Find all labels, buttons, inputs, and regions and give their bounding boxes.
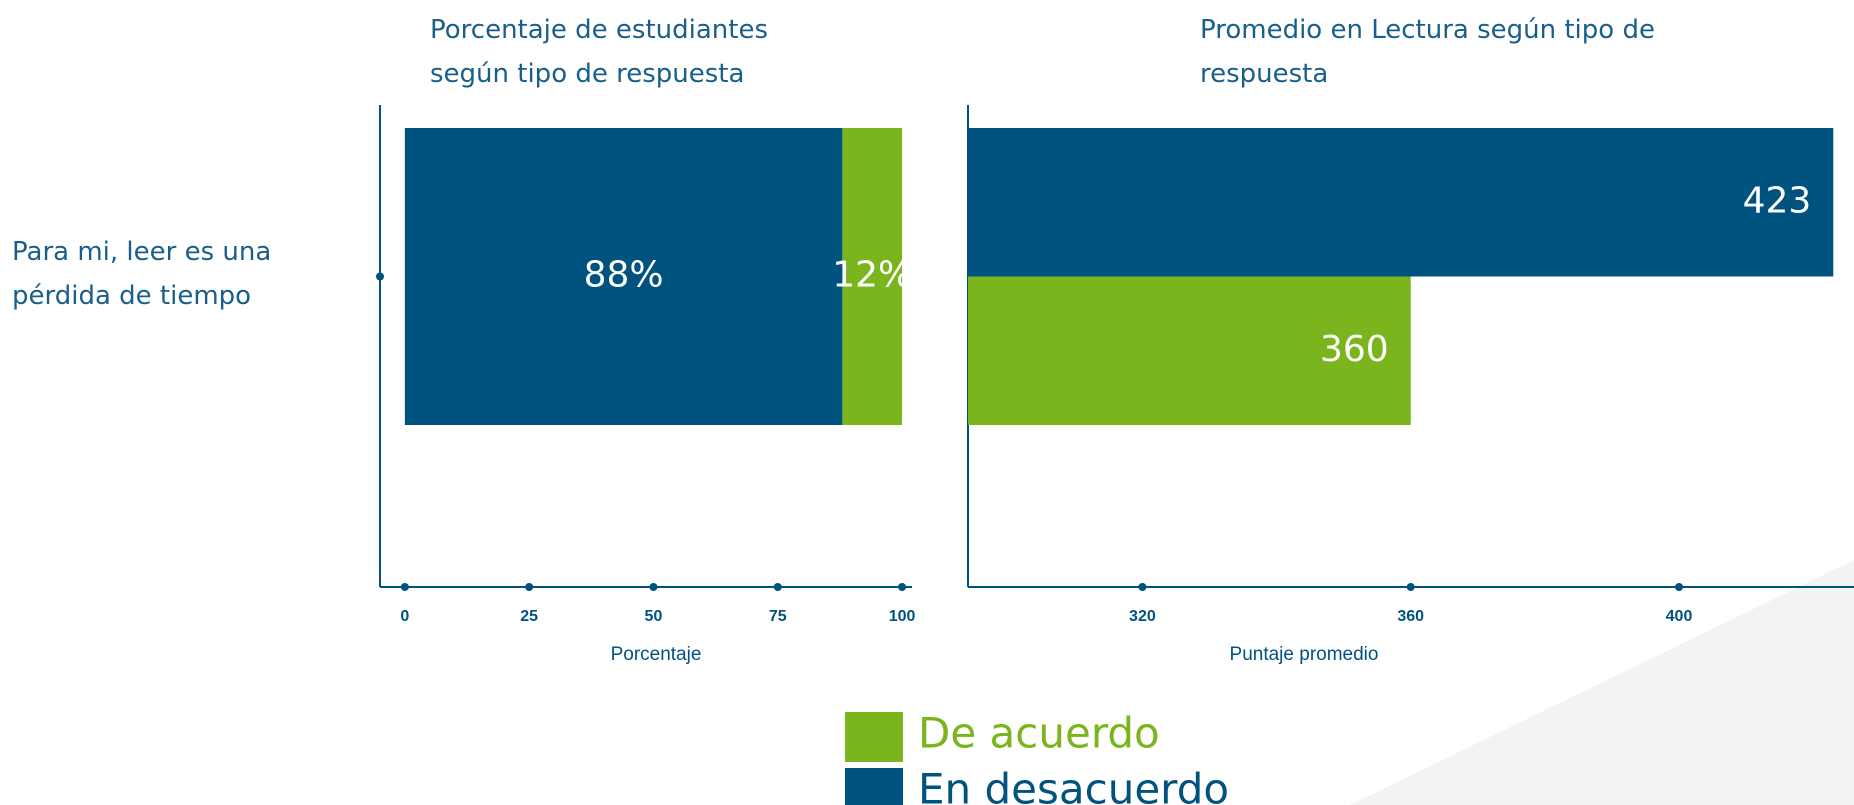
x-tick [1406, 583, 1415, 591]
value-label: 423 [1743, 180, 1812, 221]
value-label: 88% [584, 255, 664, 296]
x-tick [525, 583, 534, 591]
x-tick-label: 400 [1666, 608, 1693, 625]
bar [968, 128, 1834, 277]
x-tick-label: 25 [520, 608, 538, 625]
bar [842, 128, 903, 425]
x-tick-label: 100 [889, 608, 916, 625]
x-tick-label: 360 [1397, 608, 1424, 625]
value-label: 12% [832, 255, 912, 296]
x-tick-label: 75 [769, 608, 787, 625]
x-tick [400, 583, 409, 591]
legend-label: De acuerdo [918, 709, 1160, 758]
x-tick [773, 583, 782, 591]
x-tick [1675, 583, 1684, 591]
y-tick [376, 272, 384, 281]
x-tick [1138, 583, 1147, 591]
x-axis-label: Puntaje promedio [1230, 644, 1379, 665]
bar [968, 276, 1411, 425]
legend-swatch [845, 712, 903, 762]
x-tick-label: 320 [1129, 608, 1156, 625]
chart-title: Porcentaje de estudiantes según tipo de … [430, 15, 769, 89]
background-wedge [1350, 560, 1854, 805]
x-tick [898, 583, 907, 591]
bar [404, 128, 843, 425]
x-tick-label: 0 [400, 608, 409, 625]
x-axis-label: Porcentaje [611, 644, 702, 665]
x-tick-label: 50 [645, 608, 663, 625]
legend-swatch [845, 768, 903, 805]
legend-label: En desacuerdo [918, 765, 1229, 805]
chart-title: Promedio en Lectura según tipo de respue… [1200, 15, 1655, 89]
x-tick [649, 583, 658, 591]
value-label: 360 [1320, 329, 1389, 370]
category-label: Para mi, leer es una pérdida de tiempo [12, 237, 272, 311]
